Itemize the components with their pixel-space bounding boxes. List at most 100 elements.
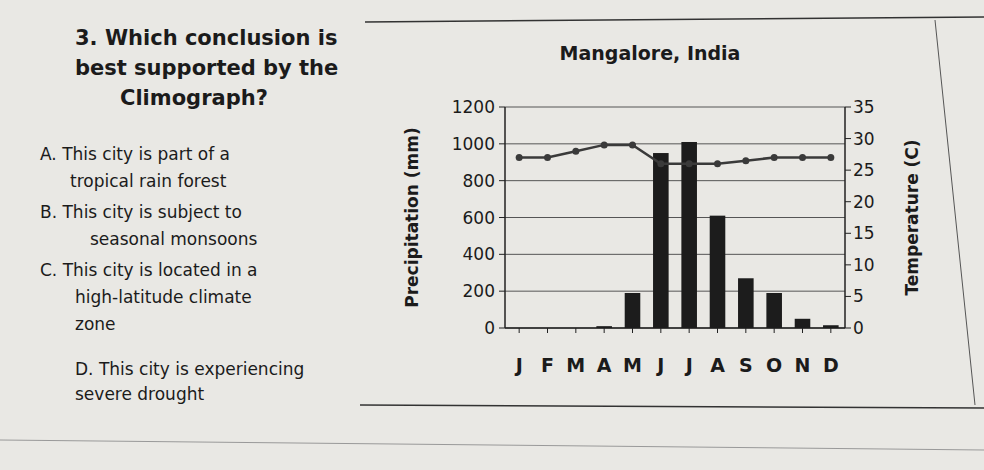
x-tick-label: O xyxy=(766,354,782,376)
marker xyxy=(657,160,664,167)
y2-axis-label: Temperature (C) xyxy=(902,139,922,295)
marker xyxy=(572,148,579,155)
frame-line xyxy=(360,405,984,408)
page: 3. Which conclusion is best supported by … xyxy=(0,0,984,470)
grid-line xyxy=(505,254,845,255)
marker xyxy=(714,160,721,167)
y2-tick xyxy=(845,233,851,234)
bar xyxy=(511,328,527,329)
line xyxy=(519,145,831,164)
option-text: tropical rain forest xyxy=(70,171,227,191)
bar xyxy=(766,293,782,328)
option-text: seasonal monsoons xyxy=(90,229,257,249)
x-tick-label: N xyxy=(795,354,811,376)
y-tick-label: 600 xyxy=(463,208,495,228)
y-tick-label: 1200 xyxy=(452,97,495,117)
y-axis xyxy=(504,107,506,328)
x-tick xyxy=(604,328,605,333)
grid-line xyxy=(505,143,845,144)
x-tick xyxy=(745,328,746,333)
option-text: D. This city is experiencing xyxy=(75,359,304,379)
y-tick-label: 200 xyxy=(463,281,495,301)
bar xyxy=(738,278,754,328)
y-tick xyxy=(499,107,505,108)
y2-tick-label: 35 xyxy=(853,97,875,117)
x-tick xyxy=(717,328,718,333)
y-tick-label: 0 xyxy=(484,318,495,338)
marker xyxy=(686,160,693,167)
option-text: B. This city is subject to xyxy=(40,202,242,222)
x-tick-label: M xyxy=(623,354,642,376)
option-text: C. This city is located in a xyxy=(40,260,258,280)
x-tick xyxy=(689,328,690,333)
y2-tick-label: 10 xyxy=(853,255,875,275)
y2-tick xyxy=(845,107,851,108)
y2-tick-label: 5 xyxy=(853,286,864,306)
marker xyxy=(799,154,806,161)
bar xyxy=(540,328,556,329)
question-text: 3. Which conclusion is xyxy=(75,26,337,50)
x-tick xyxy=(660,328,661,333)
x-tick xyxy=(519,328,520,333)
x-tick-label: J xyxy=(684,354,693,376)
y2-tick xyxy=(845,328,851,329)
question-text: Climograph? xyxy=(120,86,268,110)
y-tick xyxy=(499,217,505,218)
marker xyxy=(629,141,636,148)
marker xyxy=(516,154,523,161)
x-tick-label: F xyxy=(541,354,554,376)
bar xyxy=(710,216,726,328)
bar xyxy=(681,142,697,328)
x-tick-label: A xyxy=(710,354,725,376)
grid-line xyxy=(505,107,845,108)
bar xyxy=(653,153,669,328)
y-tick-label: 800 xyxy=(463,171,495,191)
x-tick-label: A xyxy=(597,354,612,376)
y2-tick-label: 15 xyxy=(853,223,875,243)
marker xyxy=(544,154,551,161)
y-tick-label: 400 xyxy=(463,244,495,264)
y2-tick-label: 0 xyxy=(853,318,864,338)
y2-tick-label: 30 xyxy=(853,129,875,149)
frame-line xyxy=(0,440,984,450)
plot-area xyxy=(516,141,839,328)
grid-line xyxy=(505,180,845,181)
chart-title: Mangalore, India xyxy=(560,42,741,64)
bar xyxy=(823,325,839,328)
bar xyxy=(795,319,811,328)
grid-line xyxy=(505,291,845,292)
y2-tick xyxy=(845,138,851,139)
x-tick xyxy=(830,328,831,333)
question-text: best supported by the xyxy=(75,56,338,80)
x-tick xyxy=(774,328,775,333)
x-tick xyxy=(547,328,548,333)
bar xyxy=(625,293,641,328)
marker xyxy=(742,157,749,164)
y2-tick xyxy=(845,201,851,202)
x-axis xyxy=(505,327,845,329)
x-tick-label: M xyxy=(566,354,585,376)
y2-tick-label: 20 xyxy=(853,192,875,212)
grid-line xyxy=(505,217,845,218)
frame-line xyxy=(365,17,984,22)
option-text: A. This city is part of a xyxy=(40,144,230,164)
x-tick xyxy=(802,328,803,333)
x-tick xyxy=(575,328,576,333)
grid-line xyxy=(505,328,845,329)
x-tick-label: D xyxy=(823,354,839,376)
option-text: severe drought xyxy=(75,384,204,404)
x-tick-label: J xyxy=(655,354,664,376)
y2-tick xyxy=(845,170,851,171)
bar xyxy=(568,328,584,329)
marker xyxy=(771,154,778,161)
y-tick xyxy=(499,180,505,181)
y-tick xyxy=(499,143,505,144)
y2-axis xyxy=(844,107,846,328)
y-axis-label: Precipitation (mm) xyxy=(402,127,422,308)
y-tick-label: 1000 xyxy=(452,134,495,154)
x-tick-label: J xyxy=(514,354,523,376)
option-text: zone xyxy=(75,314,116,334)
x-tick-label: S xyxy=(739,354,753,376)
bar xyxy=(596,326,612,328)
marker xyxy=(827,154,834,161)
